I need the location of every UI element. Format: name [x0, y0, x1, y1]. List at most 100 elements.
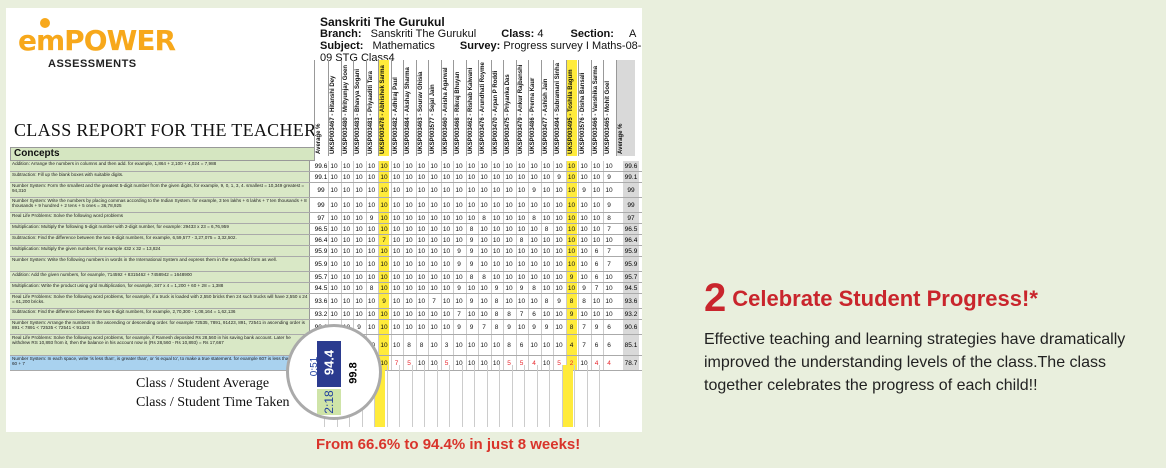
score-cell: 10 — [403, 235, 414, 245]
score-cell: 10 — [340, 198, 352, 212]
section-value: A — [629, 28, 637, 40]
score-cell: 10 — [453, 183, 464, 197]
score-cell: 10 — [403, 161, 414, 171]
score-cell: 10 — [490, 172, 502, 182]
score-cell: 10 — [415, 356, 427, 370]
score-cell: 10 — [378, 172, 389, 182]
score-cell: 10 — [353, 161, 364, 171]
score-cell: 10 — [328, 198, 339, 212]
score-cell: 10 — [603, 183, 614, 197]
score-cell: 4 — [590, 356, 602, 370]
row-average-right: 78.7 — [623, 356, 639, 370]
score-cell: 10 — [490, 213, 502, 223]
student-name: UKSP003479 - Ankur Rajbanshi — [517, 64, 524, 154]
score-cell: 10 — [390, 272, 402, 282]
row-average: 99 — [317, 186, 325, 194]
score-cell: 10 — [553, 235, 564, 245]
score-cell: 10 — [415, 309, 427, 319]
score-cell: 10 — [603, 272, 614, 282]
score-cell: 10 — [590, 183, 602, 197]
class-average-box: 94.4 — [317, 341, 341, 387]
score-cell: 9 — [453, 283, 464, 293]
student-name: UKSP003462 - Rishab Kalwani — [467, 67, 474, 154]
concept-text: Addition: Add the given numbers, for exa… — [10, 272, 310, 282]
score-cell: 10 — [353, 272, 364, 282]
student-average-cell — [399, 365, 410, 427]
score-cell: 10 — [553, 309, 564, 319]
student-column-header: UKSP003470 - Arpan P Roddi — [490, 60, 502, 156]
score-cell: 10 — [540, 309, 552, 319]
score-cell: 10 — [353, 294, 364, 308]
row-average-right: 99.6 — [623, 161, 639, 171]
row-average-right: 96.4 — [623, 235, 639, 245]
score-cell: 10 — [553, 161, 564, 171]
score-cell: 10 — [578, 224, 589, 234]
student-name: UKSP003482 - Adhiraj Paul — [392, 77, 399, 154]
student-column-header: UKSP003475 - Priyanka Das — [503, 60, 514, 156]
student-average-cell — [586, 365, 598, 427]
concept-text: Real Life Problems: Solve the following … — [10, 294, 310, 308]
score-cell: 10 — [415, 161, 427, 171]
score-cell: 10 — [403, 320, 414, 334]
score-cell: 10 — [365, 257, 377, 271]
student-column-header: UKSP003577 - Sejal Jain — [428, 60, 439, 156]
score-cell: 10 — [528, 235, 539, 245]
score-cell: 7 — [478, 320, 489, 334]
student-average-cell — [386, 365, 398, 427]
score-cell: 10 — [403, 213, 414, 223]
score-cell: 8 — [415, 335, 427, 355]
score-cell: 10 — [453, 356, 464, 370]
score-cell: 10 — [490, 235, 502, 245]
score-cell: 10 — [415, 246, 427, 256]
class-time-box: 2:18 — [317, 389, 341, 415]
branch-value: Sanskriti The Gurukul — [370, 28, 477, 40]
score-cell: 10 — [553, 213, 564, 223]
class-average-label: Class / Student Average — [136, 376, 270, 391]
score-cell: 10 — [465, 161, 477, 171]
score-cell: 8 — [478, 272, 489, 282]
score-cell: 10 — [540, 356, 552, 370]
student-column-header: UKSP003483 - Bhavya Sogani — [353, 60, 364, 156]
score-cell: 10 — [340, 224, 352, 234]
student-average-cell — [449, 365, 460, 427]
score-cell: 10 — [428, 161, 439, 171]
score-cell: 10 — [328, 294, 339, 308]
score-cell: 10 — [603, 235, 614, 245]
score-cell: 10 — [453, 335, 464, 355]
score-cell: 10 — [365, 309, 377, 319]
score-cell: 10 — [428, 283, 439, 293]
score-cell: 8 — [465, 272, 477, 282]
row-average-right: 95.9 — [623, 257, 639, 271]
score-cell: 10 — [328, 183, 339, 197]
avg-header-label: Average % — [316, 123, 322, 154]
score-cell: 10 — [503, 235, 514, 245]
score-cell: 9 — [453, 246, 464, 256]
student-column-header: UKSP003466 - Vanshika Sarma — [590, 60, 602, 156]
score-cell: 10 — [403, 246, 414, 256]
score-cell: 10 — [578, 235, 589, 245]
score-cell: 6 — [590, 246, 602, 256]
score-cell: 10 — [440, 294, 452, 308]
class-time-value: 2:18 — [322, 390, 336, 414]
score-cell: 10 — [353, 309, 364, 319]
score-cell: 10 — [440, 213, 452, 223]
score-cell: 9 — [465, 246, 477, 256]
score-cell: 10 — [453, 294, 464, 308]
score-cell: 10 — [378, 246, 389, 256]
concept-text: Multiplication: Multiply the given numbe… — [10, 246, 310, 256]
report-title: CLASS REPORT FOR THE TEACHER — [14, 120, 317, 140]
progress-caption: From 66.6% to 94.4% in just 8 weeks! — [316, 436, 581, 453]
score-cell: 10 — [565, 172, 577, 182]
score-cell: 10 — [378, 335, 389, 355]
score-cell: 9 — [528, 183, 539, 197]
score-cell: 10 — [590, 224, 602, 234]
score-cell: 10 — [553, 224, 564, 234]
subject-label: Subject: — [320, 40, 364, 52]
row-average-right: 96.5 — [623, 224, 639, 234]
student-average-cell — [436, 365, 448, 427]
row-average-right: 95.7 — [623, 272, 639, 282]
score-cell: 10 — [440, 309, 452, 319]
score-cell: 9 — [578, 283, 589, 293]
score-cell: 9 — [353, 320, 364, 334]
score-cell: 10 — [390, 320, 402, 334]
